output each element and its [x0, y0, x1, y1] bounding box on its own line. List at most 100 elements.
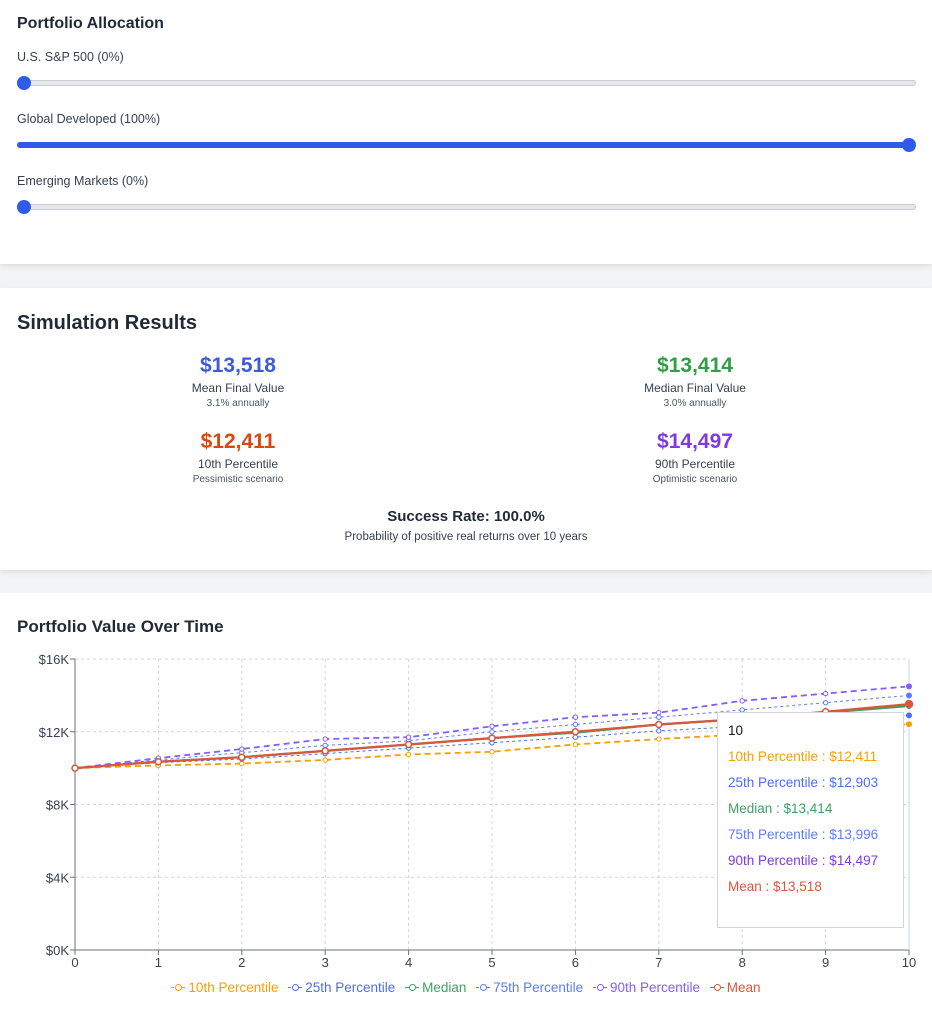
- tooltip-row-p10: 10th Percentile : $12,411: [728, 749, 878, 764]
- data-point-25th-percentile[interactable]: [656, 728, 662, 734]
- data-point-mean[interactable]: [71, 764, 79, 772]
- x-tick-label: 3: [322, 955, 329, 970]
- x-tick-label: 6: [572, 955, 579, 970]
- data-point-10th-percentile[interactable]: [405, 751, 412, 758]
- stat-median-value: $13,414: [657, 354, 733, 377]
- x-tick-label: 2: [238, 955, 245, 970]
- stat-p10-value: $12,411: [200, 430, 276, 453]
- data-point-25th-percentile[interactable]: [572, 734, 579, 740]
- y-tick-label: $12K: [39, 725, 70, 740]
- slider-label-emerging-markets: Emerging Markets (0%): [17, 174, 149, 188]
- slider-sp500[interactable]: [17, 76, 916, 90]
- data-point-mean[interactable]: [321, 747, 329, 755]
- data-point-mean[interactable]: [154, 758, 163, 766]
- data-point-mean[interactable]: [404, 740, 413, 749]
- results-title: Simulation Results: [17, 312, 198, 334]
- series-line-75th-percentile[interactable]: [74, 694, 910, 769]
- slider-thumb[interactable]: [902, 138, 916, 152]
- data-point-75th-percentile[interactable]: [322, 742, 328, 749]
- x-tick-label: 8: [739, 955, 746, 970]
- data-point-10th-percentile[interactable]: [656, 736, 662, 742]
- legend-item-p10[interactable]: 10th Percentile: [171, 980, 278, 995]
- data-point-10th-percentile[interactable]: [572, 741, 579, 748]
- success-rate-value: Success Rate: 100.0%: [387, 508, 545, 525]
- y-tick-label: $16K: [39, 652, 70, 667]
- data-point-mean[interactable]: [488, 734, 496, 742]
- stat-median-label: Median Final Value: [644, 381, 746, 395]
- data-point-10th-percentile[interactable]: [905, 720, 913, 729]
- data-point-90th-percentile[interactable]: [572, 714, 579, 720]
- x-tick-label: 4: [405, 955, 412, 970]
- stat-median: $13,414 Median Final Value 3.0% annually: [575, 353, 815, 409]
- stat-p10: $12,411 10th Percentile Pessimistic scen…: [118, 429, 358, 485]
- stat-p90-label: 90th Percentile: [654, 457, 736, 471]
- data-point-75th-percentile[interactable]: [656, 714, 662, 720]
- data-point-90th-percentile[interactable]: [322, 736, 328, 742]
- slider-emerging-markets[interactable]: [17, 200, 916, 214]
- tooltip-row-p90: 90th Percentile : $14,497: [728, 853, 879, 868]
- legend-label: 10th Percentile: [188, 980, 279, 995]
- success-rate: Success Rate: 100.0% Probability of posi…: [0, 508, 932, 543]
- legend-item-p90[interactable]: 90th Percentile: [592, 980, 701, 995]
- stat-p90: $14,497 90th Percentile Optimistic scena…: [575, 429, 815, 485]
- x-tick-label: 0: [71, 955, 78, 970]
- stat-mean-sub: 3.1% annually: [206, 398, 270, 409]
- legend-marker: [288, 983, 303, 993]
- legend-label: 90th Percentile: [609, 980, 701, 995]
- success-rate-sub: Probability of positive real returns ove…: [344, 531, 588, 543]
- x-tick-label: 1: [155, 955, 162, 970]
- legend-item-mean[interactable]: Mean: [709, 980, 761, 995]
- data-point-90th-percentile[interactable]: [822, 690, 829, 697]
- legend-marker: [405, 983, 420, 993]
- stat-p10-sub: Pessimistic scenario: [192, 474, 284, 485]
- stat-p90-value: $14,497: [657, 430, 733, 453]
- x-tick-label: 5: [488, 955, 495, 970]
- slider-fill: [17, 142, 909, 148]
- legend-item-p75[interactable]: 75th Percentile: [476, 980, 583, 995]
- data-point-10th-percentile[interactable]: [489, 749, 495, 755]
- tooltip-row-p25: 25th Percentile : $12,903: [728, 775, 879, 790]
- legend-marker: [476, 983, 491, 993]
- data-point-10th-percentile[interactable]: [239, 760, 245, 767]
- y-tick-label: $8K: [46, 798, 69, 813]
- legend-item-median[interactable]: Median: [405, 980, 466, 995]
- stat-mean: $13,518 Mean Final Value 3.1% annually: [118, 353, 358, 409]
- data-point-90th-percentile[interactable]: [405, 734, 412, 740]
- data-point-90th-percentile[interactable]: [656, 709, 662, 716]
- chart-title: Portfolio Value Over Time: [17, 617, 224, 636]
- data-point-mean[interactable]: [238, 753, 246, 761]
- legend-label: 25th Percentile: [305, 980, 396, 995]
- data-point-90th-percentile[interactable]: [489, 723, 495, 729]
- y-tick-label: $4K: [46, 870, 69, 885]
- data-point-10th-percentile[interactable]: [322, 757, 328, 763]
- stat-median-sub: 3.0% annually: [663, 398, 727, 409]
- data-point-75th-percentile[interactable]: [572, 721, 579, 728]
- legend-marker: [171, 983, 186, 993]
- stat-p90-sub: Optimistic scenario: [652, 474, 738, 485]
- tooltip-row-p75: 75th Percentile : $13,996: [728, 827, 879, 842]
- x-tick-label: 10: [902, 955, 916, 970]
- slider-label-global-developed: Global Developed (100%): [17, 112, 161, 126]
- data-point-75th-percentile[interactable]: [489, 729, 495, 735]
- slider-thumb[interactable]: [17, 76, 31, 90]
- legend-item-p25[interactable]: 25th Percentile: [288, 980, 395, 995]
- legend-label: Median: [422, 980, 467, 995]
- legend-label: Mean: [726, 980, 761, 995]
- data-point-25th-percentile[interactable]: [905, 711, 913, 720]
- data-point-mean[interactable]: [571, 728, 580, 736]
- stat-mean-value: $13,518: [200, 354, 276, 377]
- stat-mean-label: Mean Final Value: [191, 381, 285, 395]
- data-point-90th-percentile[interactable]: [739, 698, 745, 704]
- legend-label: 75th Percentile: [493, 980, 584, 995]
- slider-thumb[interactable]: [17, 200, 31, 214]
- data-point-90th-percentile[interactable]: [905, 682, 913, 691]
- data-point-75th-percentile[interactable]: [822, 699, 829, 706]
- allocation-card: Portfolio Allocation U.S. S&P 500 (0%) G…: [0, 0, 932, 264]
- data-point-mean[interactable]: [904, 699, 914, 709]
- slider-global-developed[interactable]: [17, 138, 916, 152]
- x-tick-label: 9: [822, 955, 829, 970]
- legend-marker: [709, 983, 724, 993]
- data-point-90th-percentile[interactable]: [239, 746, 245, 752]
- data-point-75th-percentile[interactable]: [905, 691, 913, 700]
- data-point-mean[interactable]: [655, 720, 663, 729]
